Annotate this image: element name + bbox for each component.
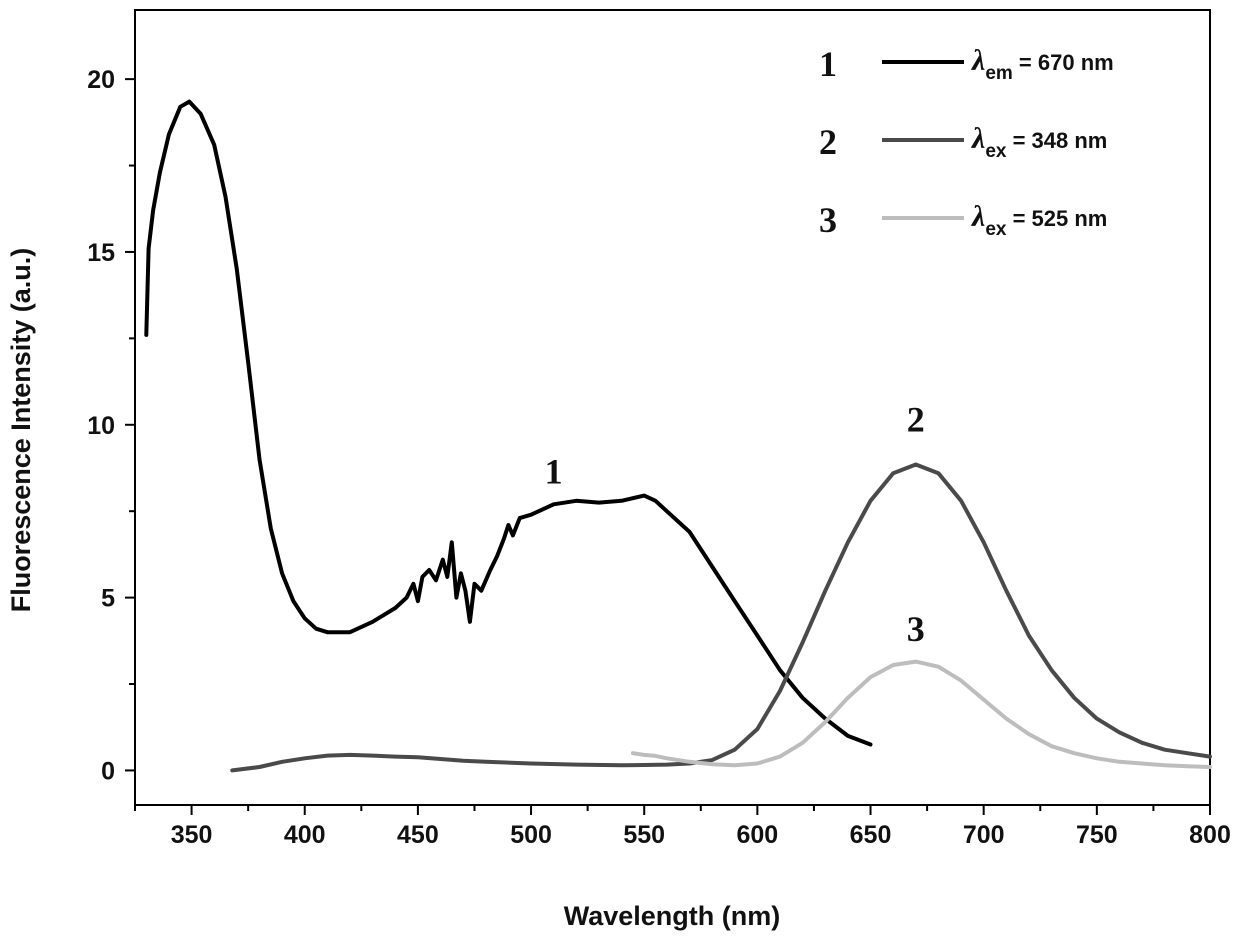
x-tick-label: 550	[623, 821, 665, 849]
legend-symbol: λ	[970, 200, 985, 233]
legend-subscript: em	[985, 63, 1012, 84]
x-tick-label: 500	[510, 821, 552, 849]
curve-label-3: 3	[907, 609, 925, 649]
x-tick-label: 450	[397, 821, 439, 849]
x-tick-label: 800	[1189, 821, 1231, 849]
y-tick-label: 20	[87, 66, 115, 94]
legend-value: = 348 nm	[1006, 128, 1107, 153]
legend-entry-3: λex = 525 nm	[970, 200, 1107, 240]
x-tick-label: 350	[171, 821, 213, 849]
y-tick-label: 5	[101, 585, 115, 613]
series-3-line	[633, 662, 1210, 767]
curve-annotations: 1 2 3	[545, 400, 925, 649]
spectra-curves	[146, 102, 1210, 771]
y-tick-label: 0	[101, 757, 115, 785]
y-axis-title: Fluorescence Intensity (a.u.)	[6, 248, 36, 613]
legend-number-3: 3	[819, 200, 837, 240]
legend-entry-1: λem = 670 nm	[970, 44, 1114, 84]
legend-value: = 525 nm	[1006, 206, 1107, 231]
x-tick-label: 600	[737, 821, 779, 849]
x-tick-label: 700	[963, 821, 1005, 849]
x-axis-title: Wavelength (nm)	[564, 901, 781, 931]
legend-number-1: 1	[819, 44, 837, 84]
x-tick-label: 650	[850, 821, 892, 849]
y-tick-label: 10	[87, 412, 115, 440]
series-1-line	[146, 102, 870, 745]
curve-label-1: 1	[545, 452, 563, 492]
legend-subscript: ex	[985, 219, 1007, 240]
x-tick-label: 750	[1076, 821, 1118, 849]
legend-number-2: 2	[819, 122, 837, 162]
legend-entry-2: λex = 348 nm	[970, 122, 1107, 162]
legend-subscript: ex	[985, 141, 1007, 162]
legend-symbol: λ	[970, 44, 985, 77]
legend-symbol: λ	[970, 122, 985, 155]
y-tick-label: 15	[87, 239, 115, 267]
curve-label-2: 2	[907, 400, 925, 440]
legend: 1λem = 670 nm2λex = 348 nm3λex = 525 nm	[819, 44, 1114, 240]
legend-value: = 670 nm	[1013, 50, 1114, 75]
x-tick-label: 400	[284, 821, 326, 849]
